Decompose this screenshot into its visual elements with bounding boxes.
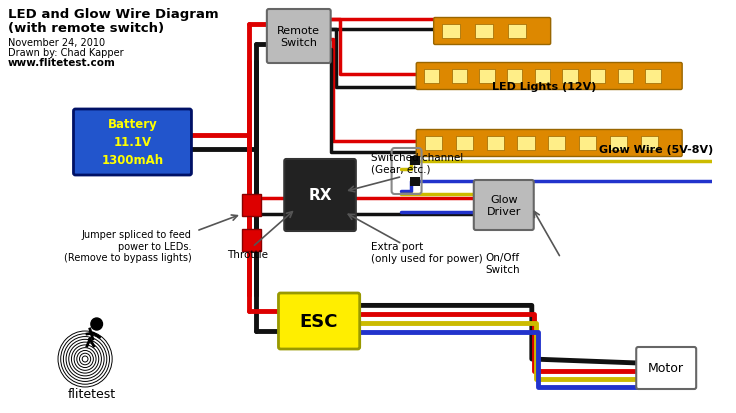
- Text: RX: RX: [308, 188, 332, 203]
- Text: ESC: ESC: [300, 312, 339, 330]
- Bar: [479, 70, 495, 84]
- Text: Throttle: Throttle: [227, 249, 268, 259]
- Bar: [610, 137, 627, 151]
- Bar: [452, 70, 467, 84]
- Bar: [645, 70, 661, 84]
- Text: On/Off
Switch: On/Off Switch: [486, 252, 520, 274]
- Text: flitetest: flitetest: [68, 387, 116, 401]
- FancyBboxPatch shape: [284, 159, 355, 231]
- FancyBboxPatch shape: [474, 180, 534, 230]
- Text: www.flitetest.com: www.flitetest.com: [8, 58, 116, 68]
- Text: November 24, 2010: November 24, 2010: [8, 38, 105, 48]
- Text: Jumper spliced to feed
power to LEDs.
(Remove to bypass lights): Jumper spliced to feed power to LEDs. (R…: [64, 230, 191, 263]
- Bar: [507, 70, 523, 84]
- FancyBboxPatch shape: [434, 19, 551, 45]
- Text: Switched channel
(Gear, etc.): Switched channel (Gear, etc.): [371, 152, 464, 174]
- FancyBboxPatch shape: [636, 347, 696, 389]
- Bar: [579, 137, 596, 151]
- Text: (with remote switch): (with remote switch): [8, 22, 164, 35]
- FancyBboxPatch shape: [74, 110, 191, 176]
- FancyBboxPatch shape: [278, 293, 360, 349]
- Bar: [534, 70, 550, 84]
- Bar: [456, 137, 473, 151]
- Bar: [562, 70, 578, 84]
- Text: Glow Wire (5V-8V): Glow Wire (5V-8V): [600, 145, 714, 154]
- Text: Remote
Switch: Remote Switch: [277, 26, 320, 47]
- Bar: [424, 70, 439, 84]
- Bar: [425, 137, 442, 151]
- Text: Battery
11.1V
1300mAh: Battery 11.1V 1300mAh: [102, 118, 163, 167]
- FancyBboxPatch shape: [417, 63, 682, 90]
- Bar: [508, 25, 526, 39]
- Text: Extra port
(only used for power): Extra port (only used for power): [371, 242, 483, 263]
- FancyBboxPatch shape: [417, 130, 682, 157]
- Bar: [475, 25, 493, 39]
- Bar: [410, 157, 420, 166]
- Bar: [241, 230, 261, 252]
- Text: LED Lights (12V): LED Lights (12V): [492, 82, 597, 92]
- Bar: [618, 70, 633, 84]
- Text: LED and Glow Wire Diagram: LED and Glow Wire Diagram: [8, 8, 219, 21]
- Text: Motor: Motor: [648, 362, 684, 375]
- Bar: [548, 137, 565, 151]
- FancyBboxPatch shape: [267, 10, 330, 64]
- Bar: [241, 195, 261, 216]
- Bar: [517, 137, 534, 151]
- Text: Drawn by: Chad Kapper: Drawn by: Chad Kapper: [8, 48, 124, 58]
- Bar: [442, 25, 461, 39]
- Bar: [486, 137, 503, 151]
- Text: Glow
Driver: Glow Driver: [486, 195, 521, 216]
- Bar: [590, 70, 605, 84]
- Bar: [641, 137, 658, 151]
- Circle shape: [91, 318, 102, 330]
- Bar: [410, 178, 420, 187]
